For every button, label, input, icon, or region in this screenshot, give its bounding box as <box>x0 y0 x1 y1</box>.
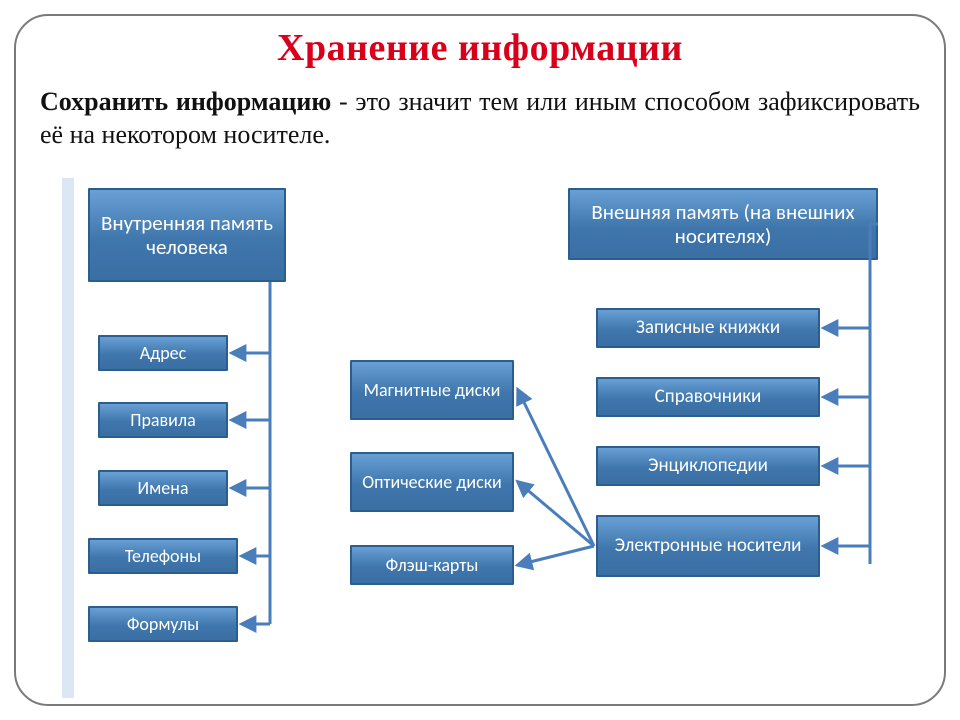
node-right-notebooks: Записные книжки <box>596 308 820 348</box>
subtitle-bold: Сохранить информацию <box>40 87 331 116</box>
node-left-phones: Телефоны <box>88 538 238 574</box>
node-right-elecmedia: Электронные носители <box>596 515 820 577</box>
left-accent-bar <box>62 178 74 698</box>
subtitle: Сохранить информацию - это значит тем ил… <box>40 86 920 151</box>
page-title: Хранение информации <box>0 26 960 70</box>
node-left-names: Имена <box>98 470 228 506</box>
node-right-encyclo: Энциклопедии <box>596 446 820 486</box>
node-right-parent: Внешняя память (на внешних носителях) <box>568 188 878 260</box>
node-right-handbooks: Справочники <box>596 377 820 417</box>
stage: Хранение информации Сохранить информацию… <box>0 0 960 720</box>
node-left-rules: Правила <box>98 402 228 438</box>
node-mid-magdisks: Магнитные диски <box>350 360 514 420</box>
node-left-formulas: Формулы <box>88 606 238 642</box>
node-mid-flash: Флэш-карты <box>350 545 514 585</box>
node-left-addr: Адрес <box>98 335 228 371</box>
node-left-parent: Внутренняя память человека <box>88 188 286 282</box>
node-mid-optdisks: Оптические диски <box>350 452 514 512</box>
